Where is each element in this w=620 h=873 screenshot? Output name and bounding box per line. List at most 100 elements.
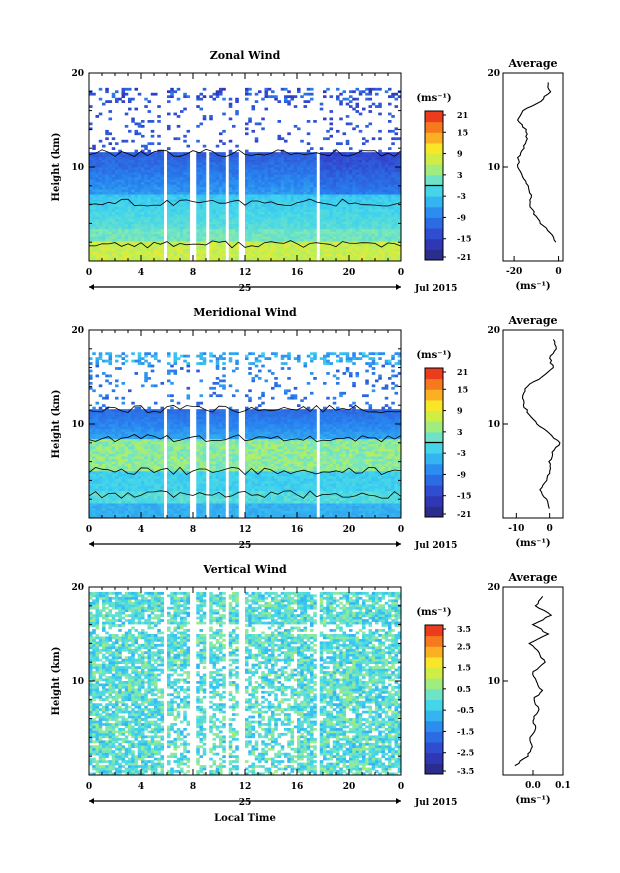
- heatmap-cell: [352, 159, 356, 163]
- heatmap-cell: [310, 196, 314, 200]
- heatmap-cell: [105, 167, 109, 170]
- heatmap-cell: [394, 251, 399, 254]
- heatmap-cell: [173, 171, 178, 175]
- heatmap-cell: [228, 105, 233, 108]
- heatmap-cell: [264, 204, 269, 207]
- heatmap-cell: [167, 162, 171, 165]
- heatmap-cell: [222, 196, 226, 200]
- heatmap-cell: [261, 223, 265, 227]
- heatmap-cell: [95, 115, 100, 118]
- heatmap-cell: [157, 248, 161, 252]
- heatmap-cell: [381, 246, 386, 249]
- heatmap-cell: [128, 428, 132, 432]
- heatmap-cell: [271, 221, 275, 225]
- heatmap-cell: [176, 221, 181, 225]
- heatmap-cell: [118, 421, 122, 425]
- heatmap-cell: [121, 201, 126, 205]
- heatmap-cell: [95, 238, 100, 242]
- heatmap-cell: [332, 216, 337, 220]
- heatmap-cell: [228, 206, 233, 210]
- heatmap-cell: [219, 251, 223, 254]
- heatmap-cell: [147, 157, 152, 160]
- heatmap-cell: [186, 218, 191, 222]
- heatmap-cell: [95, 436, 100, 440]
- heatmap-cell: [215, 90, 220, 94]
- heatmap-cell: [209, 256, 213, 259]
- heatmap-cell: [277, 238, 282, 242]
- heatmap-cell: [313, 196, 317, 200]
- heatmap-cell: [245, 171, 249, 175]
- heatmap-cell: [92, 421, 96, 425]
- heatmap-cell: [264, 194, 269, 197]
- heatmap-cell: [384, 243, 389, 247]
- heatmap-cell: [264, 226, 269, 230]
- heatmap-cell: [397, 137, 402, 141]
- heatmap-cell: [219, 228, 223, 232]
- heatmap-cell: [121, 471, 126, 474]
- heatmap-cell: [219, 139, 223, 143]
- heatmap-cell: [157, 174, 161, 178]
- heatmap-cell: [209, 236, 213, 240]
- heatmap-cell: [222, 162, 226, 165]
- heatmap-cell: [371, 196, 376, 200]
- heatmap-cell: [108, 478, 113, 482]
- heatmap-cell: [378, 214, 382, 217]
- heatmap-cell: [355, 179, 360, 183]
- heatmap-cell: [235, 214, 239, 217]
- heatmap-cell: [131, 223, 135, 227]
- heatmap-cell: [92, 184, 96, 188]
- heatmap-cell: [339, 92, 343, 96]
- heatmap-cell: [310, 211, 314, 215]
- heatmap-cell: [284, 157, 288, 160]
- heatmap-cell: [352, 253, 356, 257]
- heatmap-cell: [98, 189, 103, 193]
- heatmap-cell: [355, 157, 360, 160]
- heatmap-cell: [228, 171, 233, 175]
- heatmap-cell: [310, 184, 314, 188]
- heatmap-cell: [274, 248, 278, 252]
- heatmap-cell: [124, 189, 129, 193]
- heatmap-cell: [115, 483, 119, 487]
- heatmap-cell: [310, 191, 314, 195]
- heatmap-cell: [228, 214, 233, 217]
- heatmap-cell: [105, 231, 109, 235]
- heatmap-cell: [271, 154, 275, 158]
- heatmap-cell: [89, 181, 93, 185]
- heatmap-cell: [251, 179, 256, 183]
- heatmap-cell: [394, 179, 399, 183]
- heatmap-cell: [160, 248, 165, 252]
- heatmap-cell: [199, 164, 204, 168]
- heatmap-cell: [352, 221, 356, 225]
- heatmap-cell: [397, 174, 402, 178]
- heatmap-cell: [391, 162, 395, 165]
- heatmap-cell: [121, 473, 126, 477]
- heatmap-cell: [254, 100, 259, 103]
- heatmap-cell: [342, 132, 347, 136]
- heatmap-cell: [95, 357, 100, 360]
- heatmap-cell: [371, 189, 376, 193]
- heatmap-cell: [251, 256, 256, 259]
- heatmap-cell: [98, 451, 103, 454]
- heatmap-cell: [102, 478, 106, 482]
- heatmap-cell: [219, 181, 223, 185]
- heatmap-cell: [147, 223, 152, 227]
- heatmap-cell: [329, 221, 334, 225]
- heatmap-cell: [167, 228, 171, 232]
- heatmap-cell: [384, 218, 389, 222]
- heatmap-cell: [397, 189, 402, 193]
- heatmap-cell: [235, 154, 239, 158]
- heatmap-cell: [124, 424, 129, 427]
- heatmap-cell: [397, 223, 402, 227]
- heatmap-cell: [319, 186, 324, 190]
- heatmap-cell: [339, 218, 343, 222]
- heatmap-cell: [170, 181, 174, 185]
- heatmap-cell: [105, 87, 109, 91]
- heatmap-cell: [144, 176, 148, 180]
- heatmap-cell: [368, 171, 373, 175]
- heatmap-cell: [183, 221, 187, 225]
- heatmap-cell: [212, 179, 217, 183]
- heatmap-cell: [306, 186, 311, 190]
- heatmap-cell: [248, 211, 252, 215]
- heatmap-cell: [209, 246, 213, 249]
- heatmap-cell: [118, 414, 122, 417]
